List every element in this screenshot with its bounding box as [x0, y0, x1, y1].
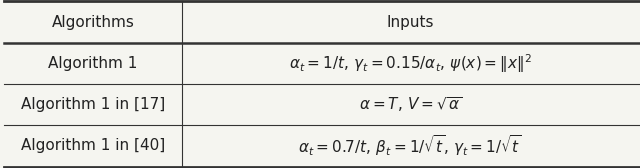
Text: Inputs: Inputs: [387, 15, 434, 30]
Text: $\alpha_t = 0.7/t,\, \beta_t = 1/\sqrt{t},\, \gamma_t = 1/\sqrt{t}$: $\alpha_t = 0.7/t,\, \beta_t = 1/\sqrt{t…: [298, 134, 522, 158]
Text: $\alpha = T,\, V = \sqrt{\alpha}$: $\alpha = T,\, V = \sqrt{\alpha}$: [358, 95, 461, 114]
Text: Algorithm 1 in [40]: Algorithm 1 in [40]: [20, 138, 165, 153]
Text: Algorithm 1: Algorithm 1: [48, 56, 138, 71]
Text: Algorithm 1 in [17]: Algorithm 1 in [17]: [20, 97, 165, 112]
Text: Algorithms: Algorithms: [51, 15, 134, 30]
Text: $\alpha_t = 1/t,\, \gamma_t = 0.15/\alpha_t,\, \psi(x) = \|x\|^2$: $\alpha_t = 1/t,\, \gamma_t = 0.15/\alph…: [289, 52, 532, 75]
